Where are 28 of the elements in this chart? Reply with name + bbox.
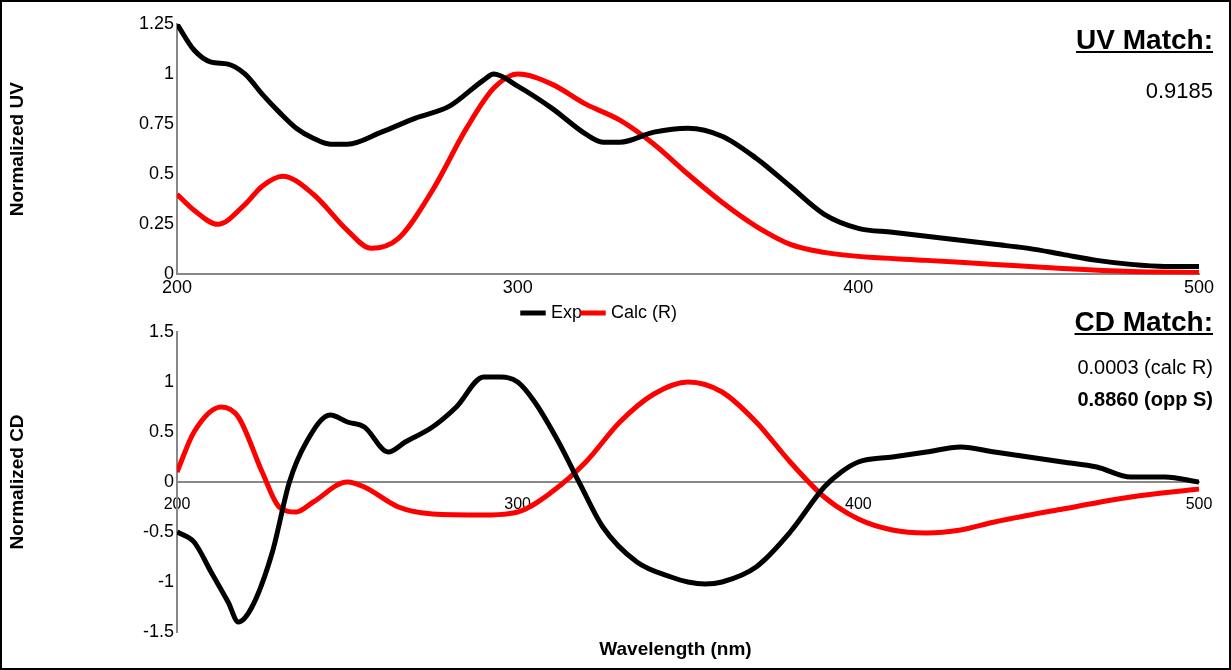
- y-axis-title: Normalized CD: [5, 414, 27, 550]
- annotation: 0.0003 (calc R): [1077, 356, 1213, 379]
- x-tick-label: 200: [163, 495, 191, 513]
- y-axis-title: Normalized UV: [5, 81, 27, 217]
- y-tick-label: 0: [163, 470, 174, 491]
- y-tick-label: 0.5: [148, 163, 174, 184]
- x-tick-label: 500: [1185, 495, 1213, 513]
- y-tick-label: 1.25: [138, 12, 174, 33]
- y-tick-label: 1: [163, 370, 174, 391]
- y-tick-label: -0.5: [142, 520, 174, 541]
- x-tick-label: 400: [843, 277, 874, 298]
- y-tick-label: 1.5: [148, 320, 174, 341]
- x-tick-label: 300: [502, 277, 533, 298]
- legend-label: Calc (R): [611, 301, 678, 322]
- x-tick-label: 500: [1183, 277, 1215, 298]
- x-tick-label: 400: [844, 495, 872, 513]
- y-tick-label: 1: [163, 63, 174, 84]
- y-tick-label: 0.5: [148, 420, 174, 441]
- y-tick-label: 0.25: [138, 213, 174, 234]
- y-tick-label: 0.75: [138, 113, 174, 134]
- y-tick-label: -1.5: [142, 620, 174, 641]
- y-tick-label: -1: [157, 570, 174, 591]
- legend-label: Exp: [550, 301, 583, 322]
- annotation: CD Match:: [1074, 306, 1213, 338]
- annotation: UV Match:: [1076, 24, 1213, 56]
- x-axis-title: Wavelength (nm): [599, 638, 752, 659]
- annotation: 0.8860 (opp S): [1077, 388, 1213, 411]
- annotation: 0.9185: [1145, 78, 1213, 104]
